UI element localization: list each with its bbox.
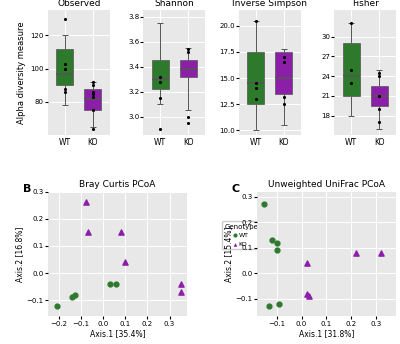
Point <box>274 240 280 245</box>
Y-axis label: Axis.2 [16.8%]: Axis.2 [16.8%] <box>15 226 24 282</box>
Point <box>378 250 384 256</box>
Point <box>84 229 91 235</box>
Point <box>113 281 120 287</box>
Point <box>71 292 78 298</box>
Legend: WT, KO: WT, KO <box>222 221 261 249</box>
FancyBboxPatch shape <box>152 60 169 89</box>
X-axis label: Axis.1 [31.8%]: Axis.1 [31.8%] <box>299 330 354 338</box>
Title: Unweighted UniFrac PCoA: Unweighted UniFrac PCoA <box>268 180 385 189</box>
Point <box>303 260 310 266</box>
Point <box>69 295 76 300</box>
Y-axis label: Alpha diversity measure: Alpha diversity measure <box>17 21 26 124</box>
Point <box>107 281 113 287</box>
Title: Shannon: Shannon <box>154 0 194 8</box>
FancyBboxPatch shape <box>275 52 292 94</box>
FancyBboxPatch shape <box>247 52 264 104</box>
FancyBboxPatch shape <box>371 86 388 106</box>
Point <box>353 250 360 256</box>
X-axis label: Axis.1 [35.4%]: Axis.1 [35.4%] <box>90 330 146 338</box>
Text: C: C <box>232 184 240 194</box>
Point <box>177 289 184 295</box>
Title: Inverse Simpson: Inverse Simpson <box>232 0 307 8</box>
Point <box>276 301 282 307</box>
Title: Fisher: Fisher <box>352 0 379 8</box>
Point <box>268 237 275 243</box>
Y-axis label: Axis.2 [15.4%]: Axis.2 [15.4%] <box>224 226 233 282</box>
Title: Observed: Observed <box>57 0 100 8</box>
Point <box>266 303 272 309</box>
Point <box>122 259 128 265</box>
Point <box>54 303 60 308</box>
FancyBboxPatch shape <box>343 43 360 96</box>
Point <box>274 247 280 253</box>
Point <box>177 281 184 287</box>
Point <box>306 293 312 299</box>
FancyBboxPatch shape <box>180 60 197 77</box>
Point <box>303 291 310 296</box>
Text: B: B <box>23 184 31 194</box>
FancyBboxPatch shape <box>84 89 101 110</box>
Point <box>261 202 268 207</box>
FancyBboxPatch shape <box>56 49 73 85</box>
Point <box>118 229 124 235</box>
Point <box>82 200 89 205</box>
Title: Bray Curtis PCoA: Bray Curtis PCoA <box>80 180 156 189</box>
